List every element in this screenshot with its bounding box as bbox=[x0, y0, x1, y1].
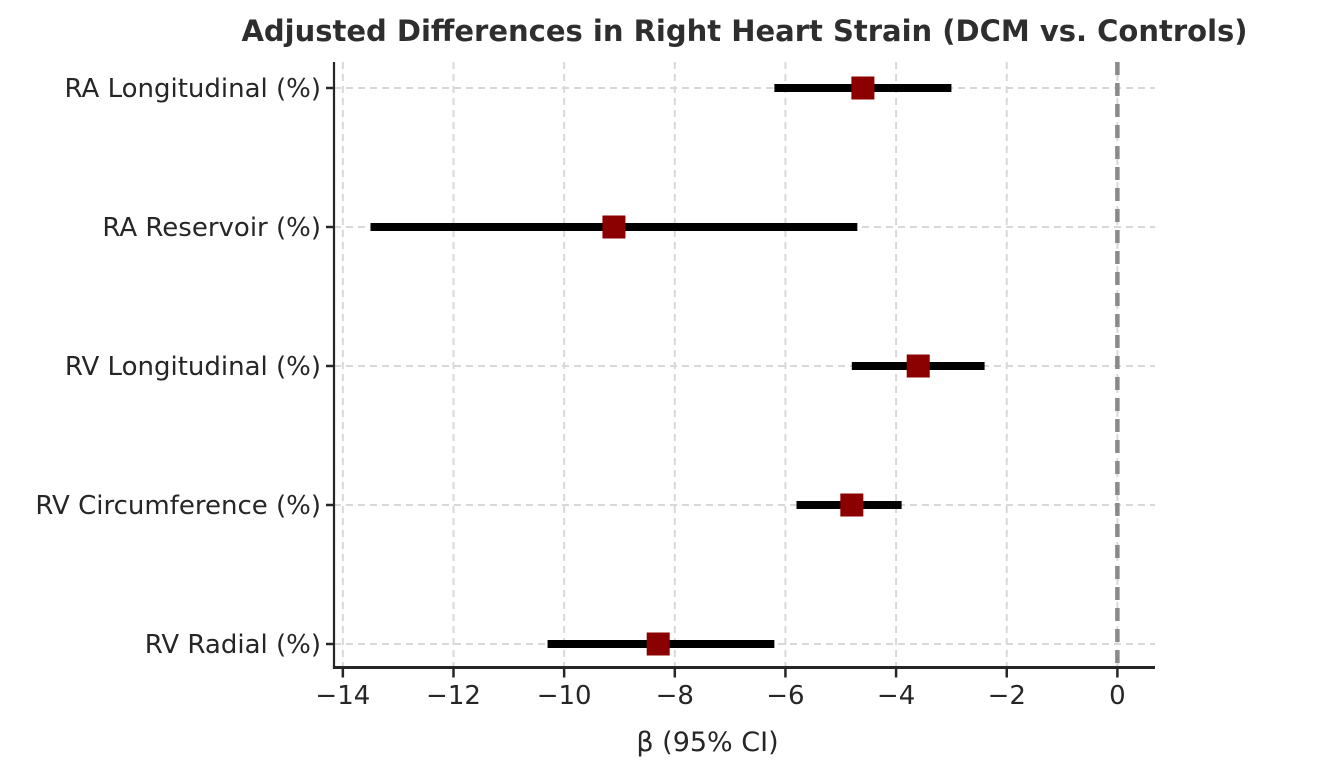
x-axis-label: β (95% CI) bbox=[636, 727, 778, 758]
beta-marker bbox=[851, 76, 875, 100]
x-tick-label: −12 bbox=[426, 681, 481, 711]
x-tick-label: 0 bbox=[1109, 681, 1126, 711]
x-tick-label: −8 bbox=[656, 681, 694, 711]
x-tick-label: −4 bbox=[877, 681, 915, 711]
beta-marker bbox=[840, 493, 864, 517]
x-tick-label: −2 bbox=[988, 681, 1026, 711]
beta-marker bbox=[906, 354, 930, 378]
y-tick-label: RV Radial (%) bbox=[145, 630, 321, 660]
y-tick-label: RV Longitudinal (%) bbox=[65, 352, 321, 382]
x-tick-label: −10 bbox=[537, 681, 592, 711]
chart-title: Adjusted Differences in Right Heart Stra… bbox=[241, 14, 1248, 48]
beta-marker bbox=[646, 632, 670, 656]
x-tick-label: −14 bbox=[315, 681, 370, 711]
x-tick-label: −6 bbox=[766, 681, 804, 711]
y-tick-label: RA Reservoir (%) bbox=[102, 213, 321, 243]
y-tick-label: RA Longitudinal (%) bbox=[65, 74, 322, 104]
beta-marker bbox=[602, 215, 626, 239]
y-tick-label: RV Circumference (%) bbox=[35, 491, 321, 521]
